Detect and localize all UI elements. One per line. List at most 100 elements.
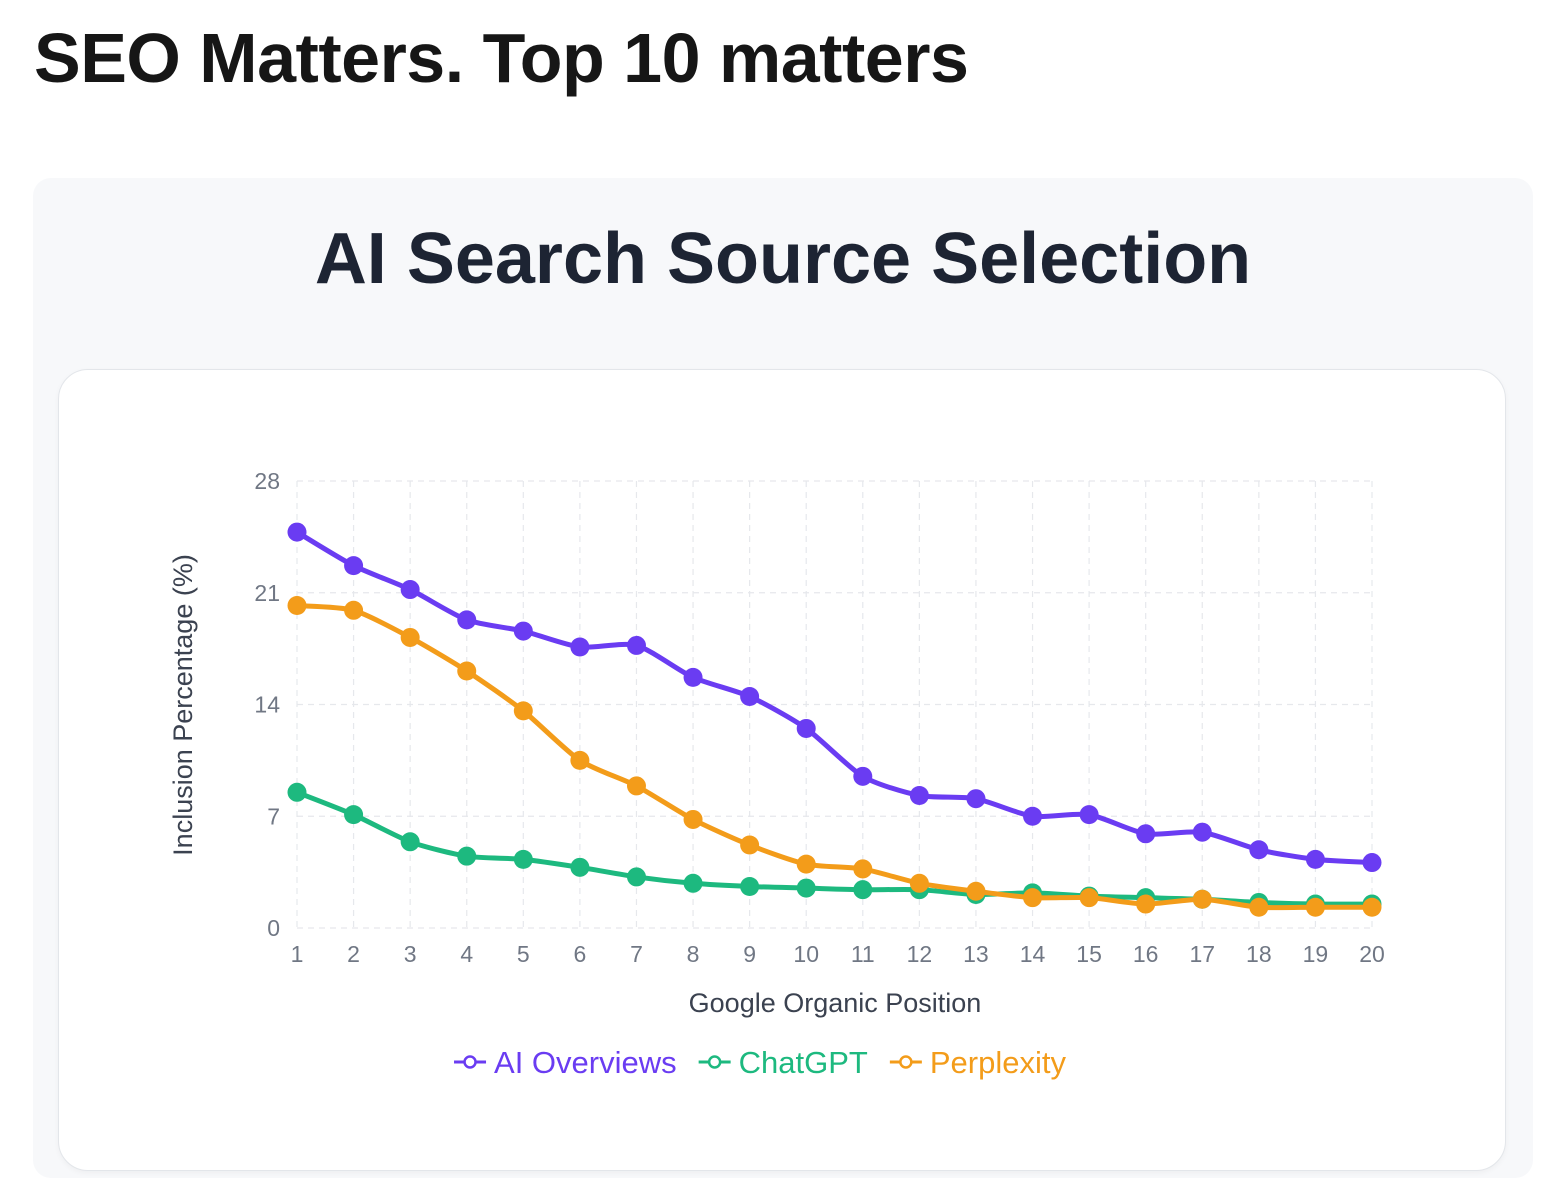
x-tick-label: 13	[963, 941, 989, 967]
y-tick-label: 21	[254, 580, 280, 606]
legend-marker-icon	[463, 1055, 477, 1069]
data-point-ai-overviews[interactable]	[1362, 853, 1382, 873]
data-point-perplexity[interactable]	[344, 600, 364, 620]
data-point-ai-overviews[interactable]	[457, 610, 477, 630]
data-point-perplexity[interactable]	[287, 596, 307, 616]
x-tick-label: 3	[404, 941, 417, 967]
data-point-perplexity[interactable]	[570, 750, 590, 770]
data-point-ai-overviews[interactable]	[570, 637, 590, 657]
x-tick-label: 11	[851, 941, 875, 967]
y-tick-label: 7	[267, 803, 280, 829]
chart-grid	[296, 480, 1373, 929]
y-tick-label: 0	[267, 915, 280, 941]
legend-label: Perplexity	[930, 1045, 1067, 1080]
legend-label: ChatGPT	[739, 1045, 868, 1080]
data-point-ai-overviews[interactable]	[1249, 840, 1269, 860]
data-point-perplexity[interactable]	[796, 854, 816, 874]
data-point-chatgpt[interactable]	[740, 876, 760, 896]
chart-legend: AI Overviews ChatGPT Perplexity	[454, 1045, 1066, 1080]
legend-item-chatgpt[interactable]: ChatGPT	[698, 1045, 868, 1080]
series-chatgpt	[287, 782, 1382, 914]
data-point-ai-overviews[interactable]	[796, 718, 816, 738]
chart-title: AI Search Source Selection	[314, 219, 1252, 299]
data-point-chatgpt[interactable]	[287, 782, 307, 802]
data-point-chatgpt[interactable]	[457, 846, 477, 866]
legend-label: AI Overviews	[494, 1045, 677, 1080]
data-point-perplexity[interactable]	[1305, 897, 1325, 917]
data-point-ai-overviews[interactable]	[683, 667, 703, 687]
data-point-perplexity[interactable]	[1362, 897, 1382, 917]
x-tick-label: 9	[743, 941, 756, 967]
x-tick-label: 2	[347, 941, 360, 967]
x-tick-label: 5	[517, 941, 530, 967]
data-point-chatgpt[interactable]	[796, 878, 816, 898]
page-heading: SEO Matters. Top 10 matters	[34, 19, 969, 97]
data-point-ai-overviews[interactable]	[909, 785, 929, 805]
data-point-chatgpt[interactable]	[344, 805, 364, 825]
x-tick-label: 17	[1189, 941, 1215, 967]
legend-marker-icon	[899, 1055, 913, 1069]
data-point-perplexity[interactable]	[626, 776, 646, 796]
data-point-perplexity[interactable]	[1192, 889, 1212, 909]
x-tick-label: 14	[1020, 941, 1046, 967]
data-point-ai-overviews[interactable]	[966, 789, 986, 809]
data-point-ai-overviews[interactable]	[1023, 806, 1043, 826]
data-point-perplexity[interactable]	[1136, 894, 1156, 914]
data-point-ai-overviews[interactable]	[1136, 824, 1156, 844]
y-tick-label: 14	[254, 692, 280, 718]
chart-series	[287, 522, 1382, 917]
series-line-ai-overviews	[294, 529, 1375, 866]
data-point-ai-overviews[interactable]	[344, 556, 364, 576]
data-point-perplexity[interactable]	[457, 661, 477, 681]
data-point-perplexity[interactable]	[400, 627, 420, 647]
series-line-chatgpt	[294, 789, 1375, 907]
x-tick-label: 20	[1359, 941, 1385, 967]
data-point-perplexity[interactable]	[740, 835, 760, 855]
y-tick-label: 28	[254, 468, 280, 494]
data-point-chatgpt[interactable]	[570, 857, 590, 877]
legend-item-ai-overviews[interactable]: AI Overviews	[454, 1045, 677, 1080]
data-point-ai-overviews[interactable]	[400, 580, 420, 600]
x-axis-label: Google Organic Position	[689, 988, 982, 1018]
series-ai-overviews	[287, 522, 1382, 873]
x-tick-label: 7	[630, 941, 643, 967]
data-point-ai-overviews[interactable]	[287, 522, 307, 542]
data-point-perplexity[interactable]	[1249, 897, 1269, 917]
series-line-perplexity	[294, 603, 1375, 911]
x-tick-label: 15	[1076, 941, 1102, 967]
y-axis-label: Inclusion Percentage (%)	[168, 554, 198, 856]
data-point-ai-overviews[interactable]	[1192, 822, 1212, 842]
data-point-ai-overviews[interactable]	[1305, 849, 1325, 869]
x-tick-label: 6	[573, 941, 586, 967]
x-tick-label: 10	[793, 941, 819, 967]
data-point-perplexity[interactable]	[909, 873, 929, 893]
x-tick-label: 12	[907, 941, 933, 967]
data-point-ai-overviews[interactable]	[740, 687, 760, 707]
data-point-chatgpt[interactable]	[400, 832, 420, 852]
x-tick-label: 16	[1133, 941, 1159, 967]
legend-item-perplexity[interactable]: Perplexity	[889, 1045, 1067, 1080]
x-tick-label: 18	[1246, 941, 1272, 967]
chart-card	[58, 369, 1506, 1171]
data-point-perplexity[interactable]	[853, 859, 873, 879]
data-point-perplexity[interactable]	[513, 701, 533, 721]
x-tick-label: 4	[460, 941, 473, 967]
x-tick-label: 1	[291, 941, 304, 967]
series-perplexity	[287, 596, 1382, 917]
x-tick-label: 19	[1303, 941, 1329, 967]
data-point-chatgpt[interactable]	[683, 873, 703, 893]
data-point-perplexity[interactable]	[1023, 888, 1043, 908]
data-point-perplexity[interactable]	[966, 881, 986, 901]
data-point-ai-overviews[interactable]	[1079, 805, 1099, 825]
data-point-ai-overviews[interactable]	[513, 621, 533, 641]
data-point-chatgpt[interactable]	[853, 880, 873, 900]
data-point-perplexity[interactable]	[1079, 888, 1099, 908]
data-point-perplexity[interactable]	[683, 809, 703, 829]
x-tick-label: 8	[687, 941, 700, 967]
data-point-ai-overviews[interactable]	[626, 635, 646, 655]
data-point-chatgpt[interactable]	[626, 867, 646, 887]
data-point-chatgpt[interactable]	[513, 849, 533, 869]
data-point-ai-overviews[interactable]	[853, 766, 873, 786]
